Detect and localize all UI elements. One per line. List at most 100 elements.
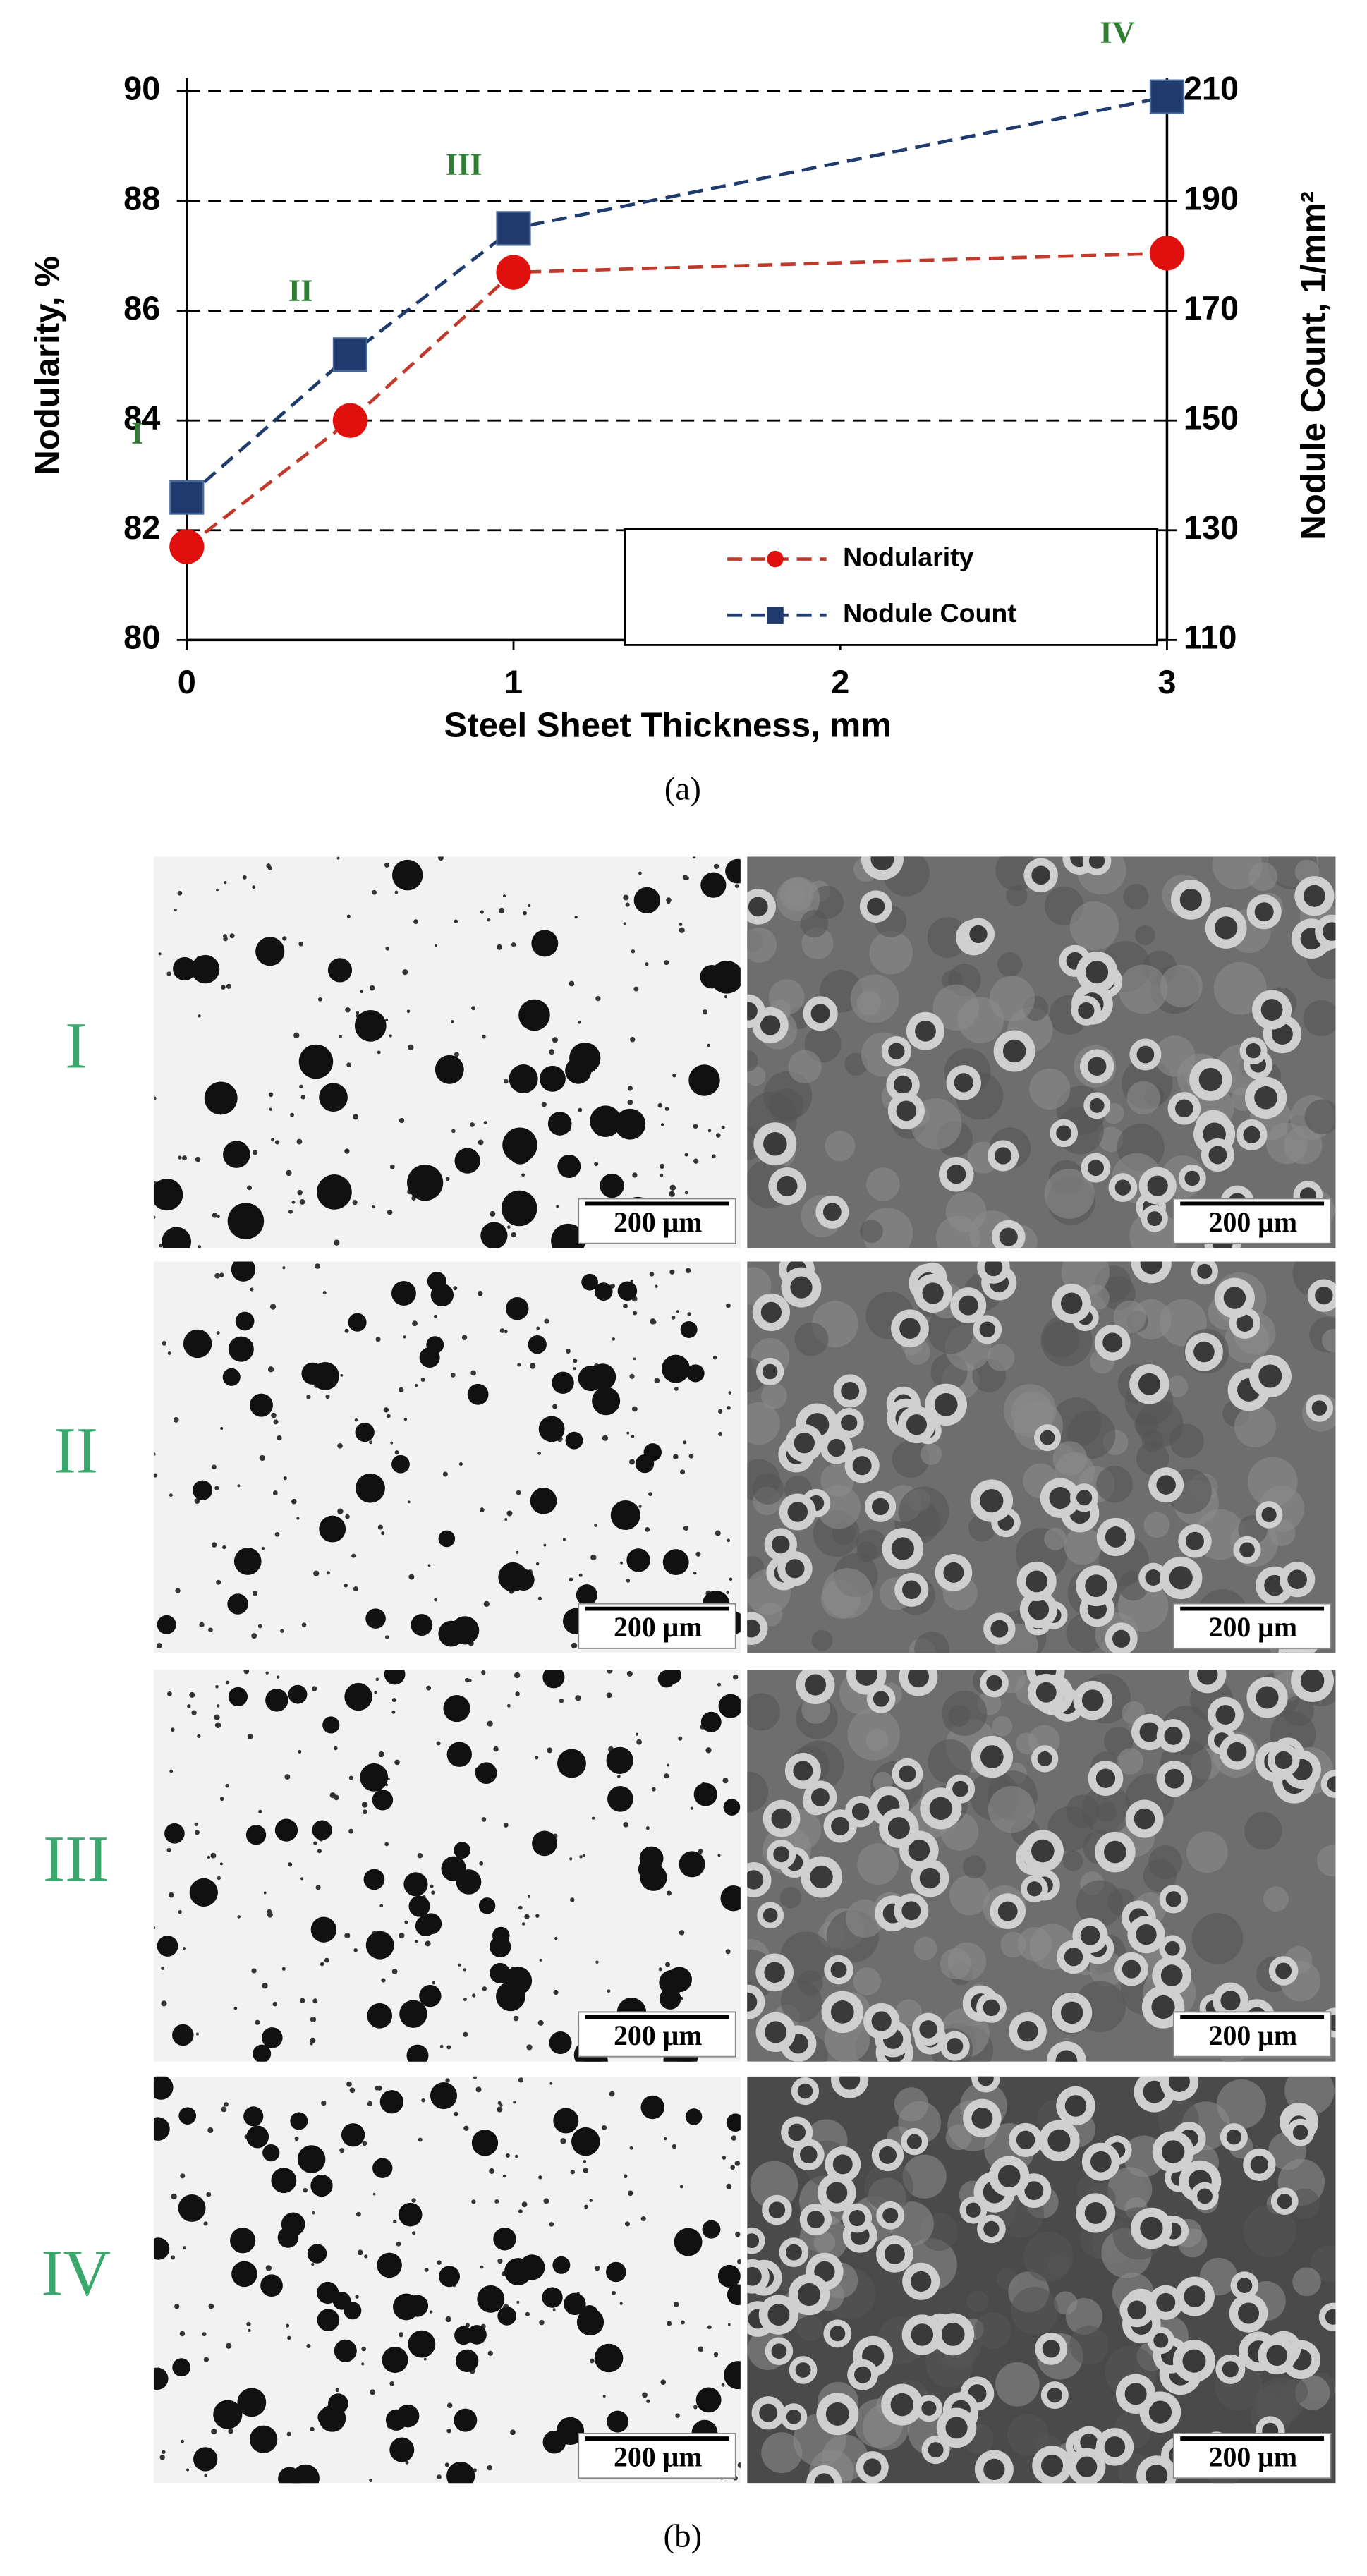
nodule — [978, 2076, 994, 2086]
speck — [537, 1452, 541, 1455]
speck — [631, 1435, 635, 1438]
nodule — [891, 1537, 914, 1560]
nodule — [367, 2003, 393, 2029]
marker — [332, 337, 368, 372]
speck — [346, 1062, 351, 1067]
speck — [290, 1112, 294, 1117]
speck — [195, 1156, 201, 1162]
speck — [679, 927, 685, 934]
speck — [654, 1378, 660, 1384]
patch — [811, 1629, 833, 1651]
nodule — [679, 1851, 705, 1878]
speck — [537, 2019, 544, 2026]
speck — [214, 1272, 221, 1279]
nodule — [915, 1020, 936, 1042]
nodule — [430, 2082, 458, 2110]
patch — [1044, 1168, 1095, 1219]
patch — [1248, 862, 1278, 892]
nodule — [1031, 865, 1050, 885]
speck — [518, 1905, 523, 1910]
patch — [988, 1786, 1035, 1833]
nodule — [1179, 888, 1202, 911]
micrograph — [153, 856, 741, 1248]
speck — [571, 1642, 578, 1649]
speck — [510, 2429, 516, 2436]
speck — [166, 971, 171, 976]
speck — [724, 995, 728, 999]
speck — [212, 1213, 218, 1218]
speck — [385, 1018, 389, 1021]
speck — [445, 2316, 451, 2323]
speck — [692, 856, 696, 859]
speck — [404, 1920, 408, 1924]
speck — [337, 1508, 344, 1514]
nodule — [1193, 1341, 1215, 1363]
caption: (a) — [664, 771, 701, 808]
speck — [470, 1370, 476, 1376]
speck — [345, 1007, 351, 1013]
nodule — [1002, 1039, 1026, 1063]
patch — [1069, 901, 1119, 951]
nodule — [839, 2076, 861, 2090]
nodule — [1112, 1629, 1131, 1648]
nodule — [867, 897, 885, 916]
nodule — [564, 2292, 586, 2316]
nodule — [907, 1670, 930, 1688]
y-tick-label: 84 — [123, 400, 160, 437]
nodule — [1197, 1670, 1218, 1685]
nodule — [344, 1682, 372, 1711]
speck — [217, 1215, 220, 1218]
speck — [219, 1862, 223, 1866]
nodule — [1147, 1175, 1168, 1196]
speck — [727, 1538, 731, 1543]
patch — [940, 1948, 971, 1979]
speck — [477, 1290, 483, 1296]
nodule — [542, 1670, 565, 1689]
nodule — [365, 1931, 394, 1960]
patch — [1169, 1423, 1204, 1459]
nodule — [702, 2220, 721, 2239]
nodule — [830, 2326, 846, 2342]
patch — [1118, 964, 1168, 1014]
speck — [679, 923, 683, 926]
nodule — [919, 1867, 941, 1889]
nodule — [454, 1842, 470, 1859]
patch — [794, 1322, 829, 1356]
speck — [537, 1596, 542, 1600]
nodule — [797, 2083, 813, 2099]
speck — [437, 856, 444, 861]
speck — [730, 2165, 735, 2170]
row-label: IV — [41, 2237, 111, 2310]
nodule — [310, 1916, 337, 1943]
speck — [544, 1318, 549, 1324]
speck — [683, 1440, 687, 1445]
nodule — [1215, 1705, 1236, 1725]
nodule — [519, 2254, 545, 2280]
nodule — [310, 2174, 333, 2197]
speck — [259, 1454, 265, 1462]
speck — [243, 1670, 250, 1675]
micrograph — [153, 1670, 741, 2062]
scale-label: 200 μm — [614, 1612, 702, 1643]
nodule — [1168, 2076, 1190, 2092]
speck — [693, 1124, 698, 1129]
patch — [747, 1066, 766, 1086]
patch — [1160, 964, 1203, 1007]
speck — [337, 1442, 343, 1449]
nodule — [1169, 1566, 1193, 1590]
patch — [1135, 925, 1155, 946]
speck — [645, 1526, 650, 1532]
speck — [437, 2474, 442, 2479]
speck — [664, 1773, 669, 1779]
speck — [298, 1749, 302, 1754]
nodule — [317, 1174, 352, 1210]
nodule — [552, 1371, 574, 1394]
nodule — [467, 1383, 489, 1405]
speck — [391, 1969, 398, 1974]
speck — [361, 2362, 365, 2366]
speck — [463, 1998, 467, 2002]
speck — [248, 2328, 251, 2333]
speck — [511, 1232, 516, 1238]
speck — [166, 1847, 171, 1853]
nodule — [594, 1282, 613, 1301]
